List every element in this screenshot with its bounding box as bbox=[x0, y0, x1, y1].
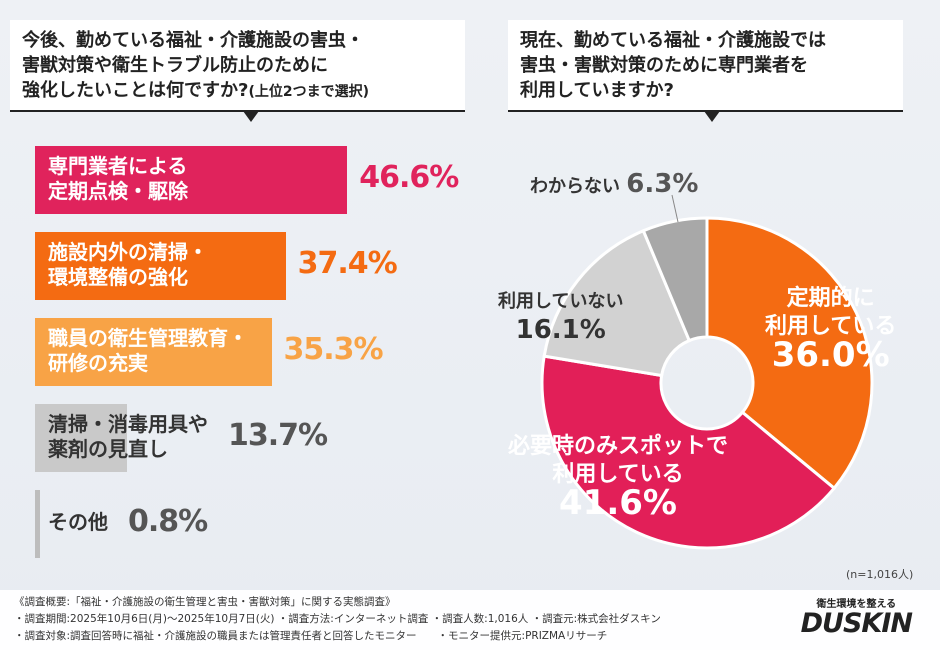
bar bbox=[35, 146, 348, 214]
logo-tagline: 衛生環境を整える bbox=[816, 599, 897, 610]
bar-label: 職員の衛生管理教育・ 研修の充実 bbox=[48, 326, 248, 375]
donut-value: 41.6% bbox=[559, 483, 677, 523]
bar-label: 清掃・消毒用具や 薬剤の見直し bbox=[48, 412, 208, 461]
bar bbox=[35, 232, 286, 300]
survey-target: ・調査対象:調査回答時に福祉・介護施設の職員または管理責任者と回答したモニター … bbox=[14, 630, 608, 642]
donut-category: 利用していない bbox=[498, 291, 624, 312]
donut-label: 定期的に 利用している 36.0% bbox=[765, 285, 896, 374]
question-2: 現在、勤めている福祉・介護施設では 害虫・害獣対策のために専門業者を 利用してい… bbox=[508, 20, 903, 122]
duskin-logo: 衛生環境を整える DUSKIN bbox=[800, 595, 913, 639]
donut-category: 必要時のみスポットで 利用している bbox=[508, 434, 729, 487]
bar-label: その他 bbox=[48, 510, 108, 534]
bar bbox=[35, 490, 41, 558]
question-1: 今後、勤めている福祉・介護施設の害虫・ 害獣対策や衛生トラブル防止のために 強化… bbox=[10, 20, 465, 122]
donut-value: 16.1% bbox=[515, 315, 606, 345]
pointer-icon bbox=[243, 111, 259, 122]
sample-size-note: (n=1,016人) bbox=[846, 568, 914, 581]
donut-value: 6.3% bbox=[626, 169, 699, 199]
bar bbox=[35, 404, 127, 472]
footer bbox=[0, 590, 940, 650]
logo-brand: DUSKIN bbox=[800, 608, 913, 639]
survey-overview: 《調査概要:「福祉・介護施設の衛生管理と害虫・害獣対策」に関する実態調査》 bbox=[14, 596, 396, 608]
bar-value: 0.8% bbox=[128, 504, 208, 539]
bar-label: 施設内外の清掃・ 環境整備の強化 bbox=[48, 240, 208, 289]
donut-label: 必要時のみスポットで 利用している 41.6% bbox=[508, 433, 728, 522]
question-1-note: (上位2つまで選択) bbox=[248, 84, 369, 100]
question-1-text: 今後、勤めている福祉・介護施設の害虫・ 害獣対策や衛生トラブル防止のために 強化… bbox=[22, 30, 364, 101]
bar-label: 専門業者による 定期点検・駆除 bbox=[48, 154, 188, 203]
donut-category: 定期的に 利用している bbox=[765, 286, 897, 339]
survey-details: ・調査期間:2025年10月6日(月)～2025年10月7日(火) ・調査方法:… bbox=[14, 613, 661, 625]
bar-value: 46.6% bbox=[359, 160, 459, 195]
bar-value: 13.7% bbox=[228, 418, 328, 453]
bar-value: 37.4% bbox=[297, 246, 398, 281]
bar-value: 35.3% bbox=[283, 332, 384, 367]
donut-label: わからない 6.3% bbox=[530, 170, 698, 201]
donut-slice bbox=[641, 216, 709, 343]
bar bbox=[35, 318, 272, 386]
pointer-icon bbox=[704, 111, 720, 122]
question-2-text: 現在、勤めている福祉・介護施設では 害虫・害獣対策のために専門業者を 利用してい… bbox=[520, 30, 826, 101]
donut-label: 利用していない 16.1% bbox=[498, 288, 623, 347]
donut-value: 36.0% bbox=[771, 335, 890, 375]
donut-category: わからない bbox=[530, 176, 627, 197]
